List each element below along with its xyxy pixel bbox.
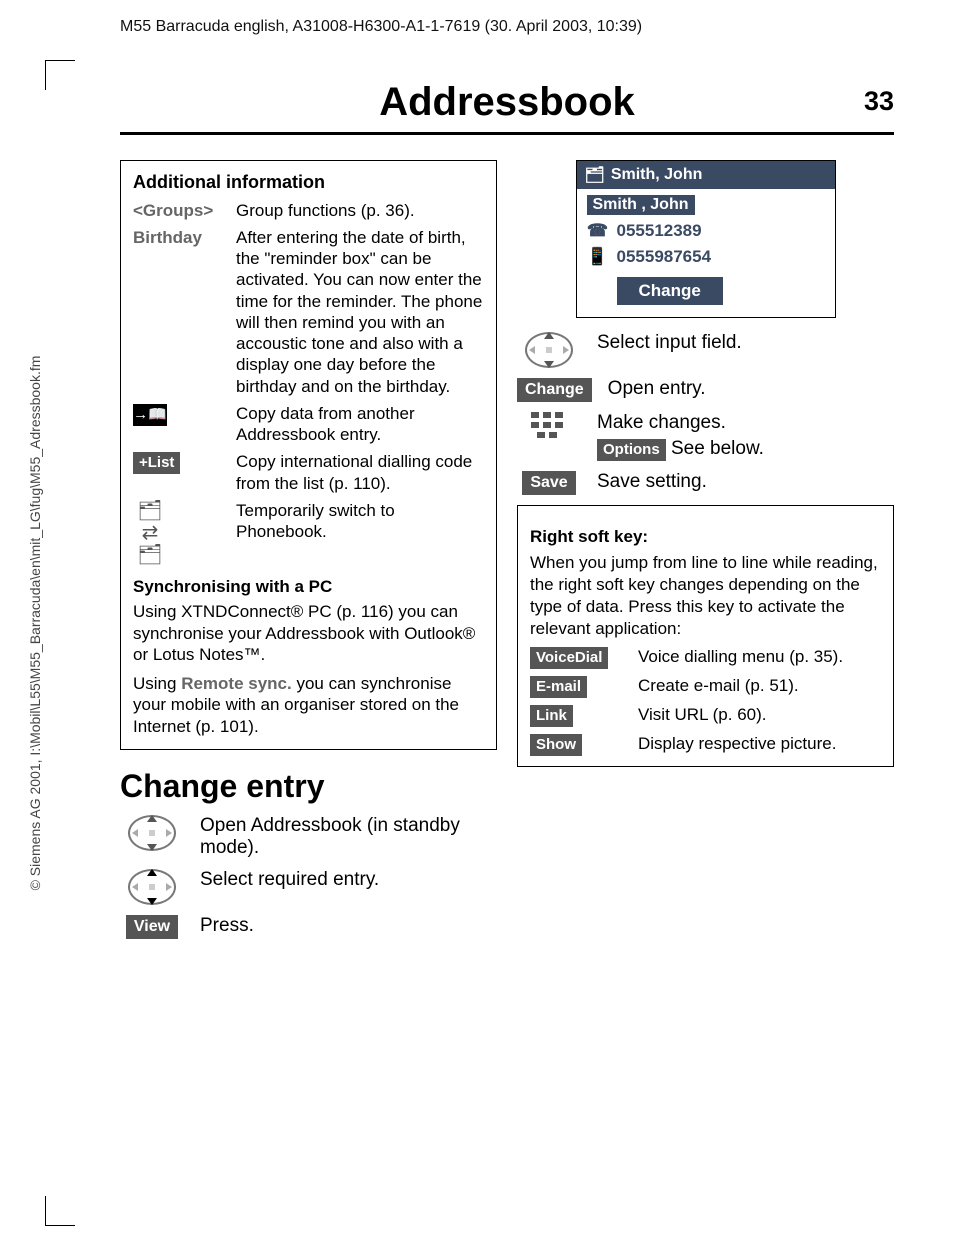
save-text: Save setting. — [597, 471, 707, 493]
right-column: 🗂 Smith, John Smith , John ☎ 055512389 📱 05… — [517, 160, 894, 949]
sync-p1: Using XTNDConnect® PC (p. 116) you can s… — [133, 601, 484, 665]
switch-book-text: Temporarily switch to Phonebook. — [236, 500, 484, 566]
sync-p2b: Remote sync. — [181, 674, 292, 693]
additional-info-box: Additional information <Groups> Group fu… — [120, 160, 497, 750]
make-changes-text: Make changes. — [597, 412, 764, 434]
crop-mark-bl — [45, 1196, 75, 1226]
groups-text: Group functions (p. 36). — [236, 200, 415, 221]
sync-heading: Synchronising with a PC — [133, 576, 484, 597]
save-button[interactable]: Save — [522, 471, 575, 495]
open-entry-text: Open entry. — [608, 378, 706, 400]
spine-copyright: © Siemens AG 2001, I:\Mobil\L55\M55_Barr… — [27, 356, 43, 891]
copy-book-text: Copy data from another Addressbook entry… — [236, 403, 484, 446]
additional-info-heading: Additional information — [133, 171, 484, 194]
left-column: Additional information <Groups> Group fu… — [120, 160, 497, 949]
softkey-intro: When you jump from line to line while re… — [530, 552, 881, 640]
phone-title: Smith, John — [611, 166, 703, 184]
change-step3: Press. — [200, 915, 254, 937]
plus-list-button[interactable]: +List — [133, 452, 180, 474]
phone-change-softkey[interactable]: Change — [617, 277, 723, 305]
change-step2: Select required entry. — [200, 869, 379, 891]
change-button[interactable]: Change — [517, 378, 592, 402]
change-step1: Open Addressbook (in standby mode). — [200, 815, 497, 859]
voicedial-button[interactable]: VoiceDial — [530, 647, 608, 669]
birthday-text: After entering the date of birth, the "r… — [236, 227, 484, 397]
birthday-label: Birthday — [133, 227, 228, 397]
page-number: 33 — [864, 86, 894, 117]
phone-home-icon: ☎ — [587, 221, 609, 241]
phone-num1: 055512389 — [617, 221, 702, 241]
crop-mark-tl — [45, 60, 75, 90]
keypad-icon — [531, 412, 567, 442]
see-below-text: See below. — [666, 438, 764, 459]
nav-pad-icon-2 — [128, 869, 176, 905]
show-button[interactable]: Show — [530, 734, 582, 756]
options-button[interactable]: Options — [597, 439, 666, 461]
page-title: Addressbook — [379, 80, 635, 125]
voicedial-text: Voice dialling menu (p. 35). — [638, 646, 843, 669]
groups-label: <Groups> — [133, 200, 228, 221]
title-underline — [120, 132, 894, 135]
copy-book-icon: →📖 — [133, 404, 167, 426]
link-button[interactable]: Link — [530, 705, 573, 727]
sync-p2: Using Remote sync. you can synchronise y… — [133, 673, 484, 737]
email-button[interactable]: E-mail — [530, 676, 587, 698]
addressbook-small-icon: 🗂 — [585, 165, 605, 185]
softkey-heading: Right soft key: — [530, 526, 881, 548]
link-text: Visit URL (p. 60). — [638, 704, 767, 727]
phone-mock: 🗂 Smith, John Smith , John ☎ 055512389 📱 05… — [576, 160, 836, 318]
select-field-text: Select input field. — [597, 332, 742, 354]
nav-pad-icon — [128, 815, 176, 851]
nav-pad-icon-3 — [525, 332, 573, 368]
plus-list-text: Copy international dialling code from th… — [236, 451, 484, 494]
phone-num2: 0555987654 — [617, 247, 712, 267]
email-text: Create e-mail (p. 51). — [638, 675, 799, 698]
phone-selected-name[interactable]: Smith , John — [587, 195, 695, 215]
phone-mobile-icon: 📱 — [587, 247, 609, 267]
make-changes-col: Make changes. Options See below. — [597, 412, 764, 461]
sync-p2a: Using — [133, 674, 181, 693]
change-entry-heading: Change entry — [120, 768, 497, 805]
right-softkey-box: Right soft key: When you jump from line … — [517, 505, 894, 767]
doc-header: M55 Barracuda english, A31008-H6300-A1-1… — [120, 18, 894, 36]
view-button[interactable]: View — [126, 915, 178, 939]
switch-book-icon: 🗂⇄🗂 — [133, 500, 167, 522]
show-text: Display respective picture. — [638, 733, 836, 756]
page-title-row: Addressbook — [120, 80, 894, 125]
